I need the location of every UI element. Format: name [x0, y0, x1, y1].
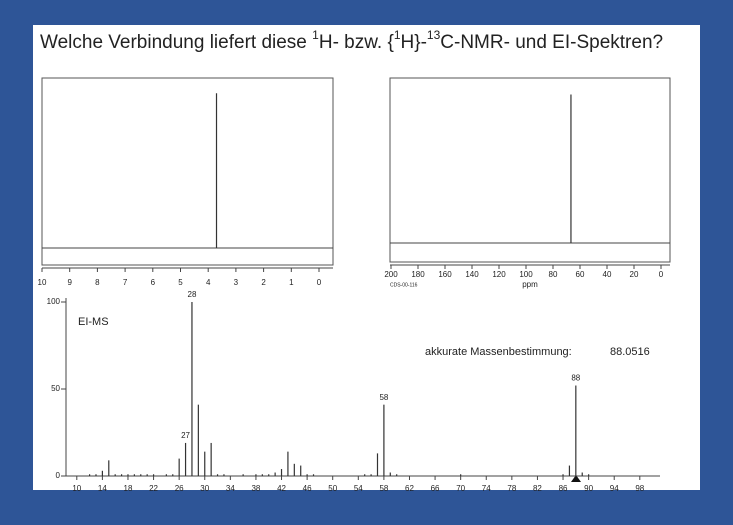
title-superscript: 13 — [427, 28, 441, 42]
x-tick-label: 34 — [226, 484, 235, 493]
x-tick-label: 40 — [603, 270, 612, 279]
x-tick-label: 78 — [507, 484, 516, 493]
x-axis-label: ppm — [522, 280, 538, 289]
x-tick-label: 18 — [124, 484, 133, 493]
mass-value: 88.0516 — [610, 346, 650, 358]
title-text: C-NMR- und EI-Spektren? — [440, 32, 663, 53]
x-tick-label: 94 — [610, 484, 619, 493]
x-tick-label: 2 — [261, 278, 266, 287]
x-tick-label: 160 — [438, 270, 452, 279]
annotation: EI-MS — [78, 316, 109, 328]
x-tick-label: 62 — [405, 484, 414, 493]
x-tick-label: 180 — [411, 270, 425, 279]
x-tick-label: 70 — [456, 484, 465, 493]
peak-label: 27 — [181, 431, 190, 440]
x-tick-label: 80 — [549, 270, 558, 279]
x-tick-label: 5 — [178, 278, 183, 287]
h-nmr-frame — [41, 77, 334, 266]
x-tick-label: 26 — [175, 484, 184, 493]
x-tick-label: 14 — [98, 484, 107, 493]
x-tick-label: 46 — [303, 484, 312, 493]
x-tick-label: 90 — [584, 484, 593, 493]
peak-label: 58 — [379, 393, 388, 402]
x-tick-label: 9 — [67, 278, 72, 287]
x-tick-label: 38 — [251, 484, 260, 493]
title-text: H- bzw. { — [319, 32, 395, 53]
x-tick-label: 22 — [149, 484, 158, 493]
x-tick-label: 1 — [289, 278, 294, 287]
x-tick-label: 60 — [576, 270, 585, 279]
y-tick-label: 100 — [47, 297, 61, 306]
title-superscript: 1 — [312, 28, 319, 42]
x-tick-label: 4 — [206, 278, 211, 287]
x-tick-label: 30 — [200, 484, 209, 493]
spectrum-code: CDS-00-116 — [390, 282, 418, 288]
mass-label: akkurate Massenbestimmung: — [425, 346, 572, 358]
x-tick-label: 74 — [482, 484, 491, 493]
x-tick-label: 42 — [277, 484, 286, 493]
peak-label: 88 — [571, 374, 580, 383]
x-tick-label: 0 — [659, 270, 664, 279]
x-tick-label: 200 — [384, 270, 398, 279]
x-tick-label: 82 — [533, 484, 542, 493]
x-tick-label: 58 — [379, 484, 388, 493]
x-tick-label: 7 — [123, 278, 128, 287]
x-tick-label: 20 — [630, 270, 639, 279]
x-tick-label: 98 — [635, 484, 644, 493]
title-text: H}- — [401, 32, 427, 53]
slide-title: Welche Verbindung liefert diese 1H- bzw.… — [40, 28, 663, 53]
x-tick-label: 8 — [95, 278, 100, 287]
x-tick-label: 3 — [234, 278, 239, 287]
c-nmr-frame — [389, 77, 671, 263]
x-tick-label: 100 — [519, 270, 533, 279]
y-tick-label: 0 — [56, 471, 61, 480]
title-superscript: 1 — [394, 28, 401, 42]
slide-panel — [33, 25, 700, 490]
title-text: Welche Verbindung liefert diese — [40, 32, 312, 53]
x-tick-label: 86 — [559, 484, 568, 493]
x-tick-label: 54 — [354, 484, 363, 493]
peak-label: 28 — [188, 290, 197, 299]
x-tick-label: 10 — [38, 278, 47, 287]
x-tick-label: 140 — [465, 270, 479, 279]
peak-marker — [571, 475, 581, 482]
x-tick-label: 10 — [72, 484, 81, 493]
x-tick-label: 120 — [492, 270, 506, 279]
x-tick-label: 0 — [317, 278, 322, 287]
x-tick-label: 66 — [431, 484, 440, 493]
x-tick-label: 50 — [328, 484, 337, 493]
y-tick-label: 50 — [51, 384, 60, 393]
x-tick-label: 6 — [151, 278, 156, 287]
